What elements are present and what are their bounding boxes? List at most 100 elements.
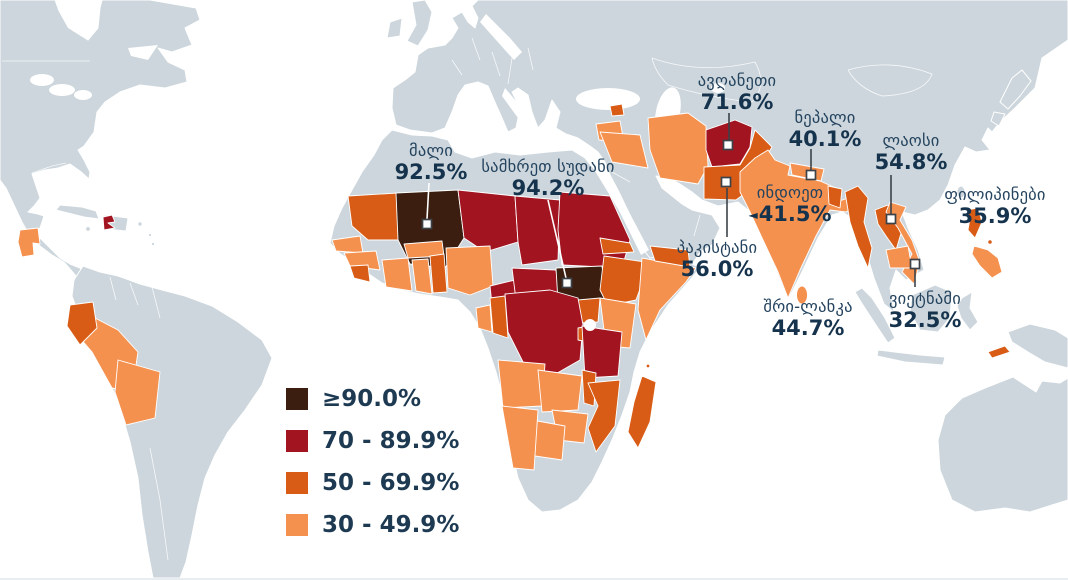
lake-victoria xyxy=(584,319,596,331)
island-antilles-2 xyxy=(150,241,156,247)
label-laos: ლაოსი 54.8% xyxy=(875,131,948,174)
label-sri-lanka: შრი-ლანკა 44.7% xyxy=(763,297,852,340)
legend-row-50: 50 - 69.9% xyxy=(286,470,460,496)
island-puerto-rico xyxy=(137,221,143,227)
seas-over xyxy=(584,166,697,331)
country-guatemala xyxy=(17,227,41,258)
border-us-mexico xyxy=(31,162,67,174)
marker-afghanistan xyxy=(722,139,734,151)
gulf-st-lawrence xyxy=(128,45,158,60)
aral-sea xyxy=(711,83,725,93)
country-namibia xyxy=(501,405,539,471)
marker-laos xyxy=(885,213,897,225)
legend-swatch-70-icon xyxy=(286,430,308,452)
country-mauritania xyxy=(347,192,401,241)
country-myanmar xyxy=(844,185,873,269)
legend-swatch-90-icon xyxy=(286,388,308,410)
country-nigeria xyxy=(445,245,494,296)
island-great-britain xyxy=(406,0,433,47)
island-jamaica xyxy=(85,226,91,232)
country-congo xyxy=(489,295,509,339)
label-laos-value: 54.8% xyxy=(874,150,948,174)
label-afghanistan-name: ავღანეთი xyxy=(697,71,777,90)
island-sulawesi xyxy=(956,291,979,331)
label-india: ინდოეთ ◄41.5% xyxy=(748,183,831,227)
legend-label-90: ≥90.0% xyxy=(322,386,422,412)
island-new-guinea xyxy=(1007,323,1068,369)
label-south-sudan: სამხრეთ სუდანი 94.2% xyxy=(481,157,614,200)
country-comoros xyxy=(645,363,651,369)
country-timor-leste xyxy=(987,345,1011,359)
connector-mali xyxy=(426,182,430,220)
island-japan-south xyxy=(990,111,1006,127)
marker-vietnam xyxy=(909,258,921,270)
country-somalia xyxy=(637,257,697,341)
annotations xyxy=(421,113,921,289)
country-mozambique xyxy=(587,379,621,453)
country-ecuador xyxy=(66,301,98,346)
country-sri-lanka xyxy=(796,285,808,305)
label-philippines: ფილიპინები 35.9% xyxy=(944,185,1045,228)
label-mali-value: 92.5% xyxy=(394,160,468,184)
marker-nepal xyxy=(805,169,817,181)
connector-south-sudan xyxy=(547,199,567,279)
label-india-name: ინდოეთ xyxy=(756,183,824,202)
country-bangladesh xyxy=(827,185,843,209)
legend: ≥90.0% 70 - 89.9% 50 - 69.9% 30 - 49.9% xyxy=(286,388,459,556)
label-nepal: ნეპალი 40.1% xyxy=(789,108,862,151)
label-laos-name: ლაოსი xyxy=(882,131,940,150)
adriatic-sea xyxy=(502,88,522,118)
country-cambodia xyxy=(885,245,913,269)
country-yemen xyxy=(649,245,691,268)
country-malawi xyxy=(581,369,597,407)
border-kazakhstan xyxy=(651,57,762,103)
island-antilles-1 xyxy=(147,232,153,238)
label-pakistan-name: პაკისტანი xyxy=(676,238,758,257)
great-lakes-3 xyxy=(74,90,92,100)
border-arabia xyxy=(611,171,701,237)
country-iran xyxy=(647,112,709,185)
country-dr-congo xyxy=(504,289,584,377)
region-borders xyxy=(2,37,933,561)
island-java xyxy=(876,349,946,366)
border-europe xyxy=(451,37,534,85)
label-nepal-name: ნეპალი xyxy=(794,108,856,127)
country-azerbaijan xyxy=(609,103,625,117)
hudson-bay xyxy=(56,0,100,38)
continent-south-america xyxy=(71,265,273,579)
country-togo-benin xyxy=(429,253,448,294)
country-cote-divoire xyxy=(381,257,413,292)
label-vietnam-name: ვიეტნამი xyxy=(889,289,961,308)
legend-row-30: 30 - 49.9% xyxy=(286,514,459,537)
left-pointer-icon: ◄ xyxy=(748,208,758,222)
border-mongolia xyxy=(847,64,933,97)
label-south-sudan-name: სამხრეთ სუდანი xyxy=(481,157,615,176)
legend-label-50: 50 - 69.9% xyxy=(322,470,460,496)
country-iraq xyxy=(599,131,649,169)
label-india-value: ◄41.5% xyxy=(748,203,831,227)
country-sierra-leone xyxy=(349,264,371,283)
marker-south-sudan xyxy=(561,277,573,289)
bottom-edge-divider xyxy=(0,578,1068,580)
great-lakes-2 xyxy=(49,84,75,96)
island-borneo xyxy=(909,284,953,333)
country-haiti xyxy=(102,214,116,231)
label-vietnam: ვიეტნამი 32.5% xyxy=(889,289,962,332)
red-sea xyxy=(597,166,649,255)
great-lakes-1 xyxy=(30,74,54,86)
continent-australia xyxy=(937,376,1068,513)
label-pakistan-value: 56.0% xyxy=(680,257,754,281)
country-madagascar xyxy=(627,375,657,449)
label-vietnam-value: 32.5% xyxy=(888,308,962,332)
label-philippines-name: ფილიპინები xyxy=(944,185,1046,204)
label-sri-lanka-value: 44.7% xyxy=(771,316,845,340)
country-philippines-islet xyxy=(987,239,993,245)
label-philippines-value: 35.9% xyxy=(958,204,1032,228)
label-mali-name: მალი xyxy=(409,141,453,160)
legend-row-70: 70 - 89.9% xyxy=(286,430,459,453)
label-nepal-value: 40.1% xyxy=(788,127,862,151)
label-pakistan: პაკისტანი 56.0% xyxy=(677,238,757,281)
label-mali: მალი 92.5% xyxy=(395,141,468,184)
